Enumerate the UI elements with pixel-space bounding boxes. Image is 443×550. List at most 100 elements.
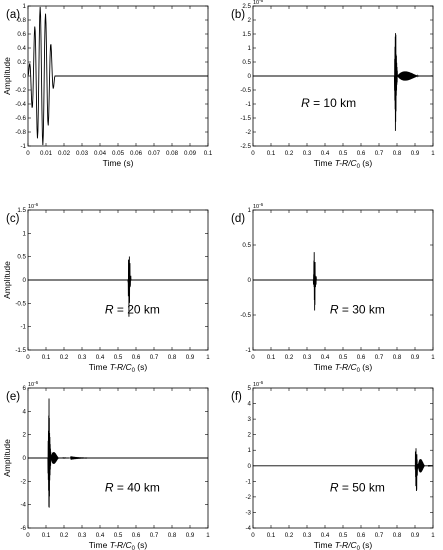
y-tick-label: 0: [23, 277, 27, 284]
y-tick-label: -0.5: [15, 300, 26, 307]
x-tick-label: 0: [251, 532, 255, 539]
y-tick-label: -4: [20, 502, 26, 509]
x-tick-label: 0.07: [148, 150, 161, 157]
y-axis-label: Amplitude: [2, 261, 12, 299]
x-tick-label: 0.7: [375, 532, 384, 539]
y-tick-label: 0.4: [17, 45, 26, 52]
x-tick-label: 0.3: [303, 150, 312, 157]
y-tick-label: 0.5: [17, 254, 26, 261]
x-tick-label: 0.1: [204, 150, 213, 157]
y-axis-label: Amplitude: [2, 57, 12, 95]
x-tick-label: 0.8: [393, 532, 402, 539]
x-axis-label: Time T-R/C0 (s): [89, 362, 148, 374]
y-tick-label: 1.5: [17, 207, 26, 214]
x-tick-label: 0.06: [130, 150, 143, 157]
x-tick-label: 0.6: [132, 532, 141, 539]
y-tick-label: 1: [248, 207, 252, 214]
x-tick-label: 0.6: [357, 532, 366, 539]
x-tick-label: 0.8: [168, 354, 177, 361]
x-tick-label: 0.5: [339, 532, 348, 539]
x-tick-label: 0: [251, 150, 255, 157]
x-tick-label: 0.08: [166, 150, 179, 157]
waveform-line: [28, 256, 208, 317]
x-tick-label: 0.5: [114, 532, 123, 539]
axis-exponent: 10-6: [28, 202, 39, 210]
axis-exponent: 10-6: [253, 202, 264, 210]
x-tick-label: 0: [26, 354, 30, 361]
x-tick-label: 0.5: [339, 354, 348, 361]
y-tick-label: 4: [23, 408, 27, 415]
x-tick-label: 0.05: [112, 150, 125, 157]
x-tick-label: 0.8: [393, 354, 402, 361]
y-tick-label: -0.5: [240, 312, 251, 319]
x-tick-label: 0.6: [357, 150, 366, 157]
x-tick-label: 0.03: [76, 150, 89, 157]
x-tick-label: 0.2: [60, 532, 69, 539]
x-tick-label: 0.3: [78, 532, 87, 539]
x-tick-label: 0.4: [96, 532, 105, 539]
y-tick-label: 4: [248, 401, 252, 408]
x-tick-label: 1: [431, 532, 435, 539]
y-tick-label: -3: [245, 509, 251, 516]
chart-panel-a: 0 0.01 0.02 0.03 0.04 0.05 0.06 0.07 0.08 0.09 0.1…: [2, 3, 213, 168]
x-tick-label: 0.6: [357, 354, 366, 361]
x-axis-label: Time T-R/C0 (s): [314, 158, 373, 170]
y-tick-label: 1.5: [242, 31, 251, 38]
y-tick-label: -1: [245, 478, 251, 485]
x-tick-label: 0.02: [58, 150, 71, 157]
x-axis-label: Time (s): [103, 158, 134, 168]
y-tick-label: 2: [23, 432, 27, 439]
panel-label: (b): [231, 9, 245, 21]
x-tick-label: 0.7: [150, 532, 159, 539]
x-tick-label: 0.1: [42, 532, 51, 539]
y-tick-label: 0.5: [242, 59, 251, 66]
panel-label: (e): [6, 391, 20, 403]
x-tick-label: 0.5: [114, 354, 123, 361]
axis-exponent: 10-6: [253, 0, 264, 6]
y-tick-label: -2.5: [240, 143, 251, 150]
x-tick-label: 1: [431, 150, 435, 157]
y-tick-label: -0.6: [15, 115, 26, 122]
chart-panel-f: 0 0.1 0.2 0.3 0.4 0.5 0.6 0.7 0.8 0.9 1 -4 -3 -2 -1 0 1 2…: [231, 380, 435, 550]
x-tick-label: 0.1: [42, 354, 51, 361]
x-tick-label: 0.7: [375, 150, 384, 157]
waveform-line: [253, 252, 433, 311]
x-tick-label: 0.9: [186, 354, 195, 361]
y-tick-label: -2: [245, 494, 251, 501]
x-tick-label: 0.8: [393, 150, 402, 157]
y-tick-label: -1.5: [240, 115, 251, 122]
distance-annotation: R = 40 km: [105, 481, 160, 495]
y-tick-label: 6: [23, 385, 27, 392]
panel-label: (f): [231, 391, 242, 403]
x-tick-label: 0.04: [94, 150, 107, 157]
y-tick-label: -0.8: [15, 129, 26, 136]
waveform-line: [28, 6, 208, 146]
y-tick-label: 0.5: [242, 242, 251, 249]
x-tick-label: 0.1: [267, 532, 276, 539]
y-tick-label: 5: [248, 385, 252, 392]
x-tick-label: 0: [251, 354, 255, 361]
axis-exponent: 10-6: [28, 380, 39, 388]
panel-label: (a): [6, 9, 20, 21]
x-tick-label: 0.4: [321, 532, 330, 539]
y-tick-label: -0.5: [240, 87, 251, 94]
chart-panel-e: 0 0.1 0.2 0.3 0.4 0.5 0.6 0.7 0.8 0.9 1 -6 -4 -2 0 2 4 6 1…: [2, 380, 210, 550]
y-tick-label: -0.2: [15, 87, 26, 94]
y-tick-label: 0: [248, 463, 252, 470]
x-tick-label: 0.09: [184, 150, 197, 157]
x-tick-label: 0.2: [285, 354, 294, 361]
distance-annotation: R = 10 km: [301, 96, 356, 110]
y-tick-label: 0.2: [17, 59, 26, 66]
plot-frame: [252, 387, 434, 529]
y-tick-label: -1: [245, 101, 251, 108]
y-tick-label: 0.6: [17, 31, 26, 38]
x-tick-label: 1: [206, 354, 210, 361]
y-tick-label: 0: [248, 277, 252, 284]
x-tick-label: 0.3: [303, 354, 312, 361]
x-tick-label: 0.1: [267, 354, 276, 361]
y-tick-label: -1: [20, 324, 26, 331]
x-tick-label: 0.9: [411, 354, 420, 361]
y-tick-label: 2: [248, 432, 252, 439]
x-tick-label: 0.9: [411, 532, 420, 539]
y-tick-label: -1: [20, 143, 26, 150]
